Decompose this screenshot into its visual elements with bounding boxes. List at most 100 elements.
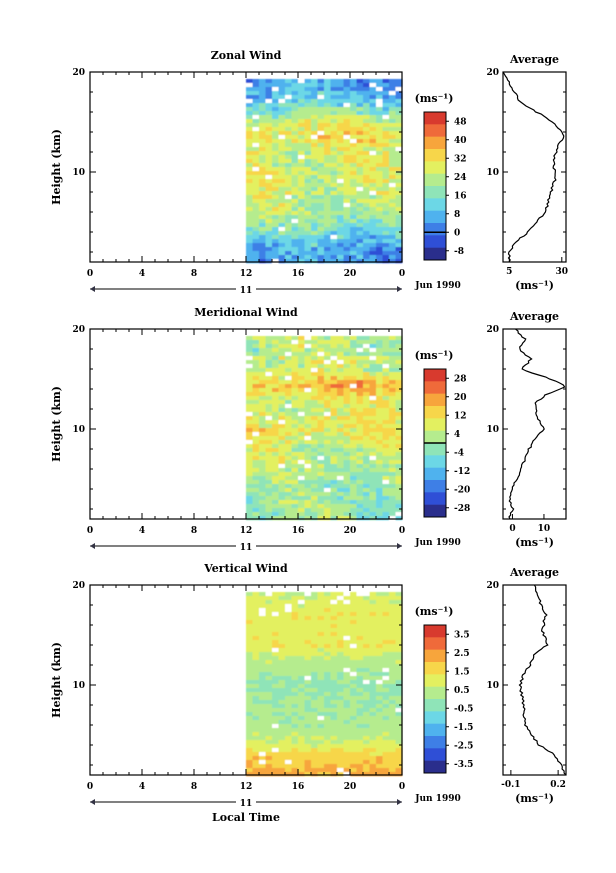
- heatmap-cell: [389, 195, 396, 200]
- heatmap-cell: [259, 504, 266, 509]
- heatmap-cell: [298, 392, 305, 397]
- heatmap-cell: [311, 364, 318, 369]
- heatmap-cell: [337, 424, 344, 429]
- heatmap-cell: [363, 656, 370, 661]
- heatmap-cell: [395, 239, 403, 244]
- heatmap-cell: [304, 147, 312, 152]
- heatmap-cell: [298, 155, 305, 160]
- heatmap-cell: [259, 396, 266, 401]
- heatmap-cell: [369, 416, 377, 421]
- heatmap-cell: [382, 604, 390, 609]
- heatmap-cell: [330, 235, 338, 240]
- heatmap-cell: [363, 644, 370, 649]
- heatmap-cell: [376, 231, 383, 236]
- heatmap-cell: [304, 616, 312, 621]
- heatmap-cell: [363, 360, 370, 365]
- heatmap-cell: [278, 424, 286, 429]
- heatmap-cell: [376, 608, 383, 613]
- heatmap-cell: [278, 624, 286, 629]
- heatmap-cell: [343, 139, 351, 144]
- heatmap-cell: [356, 167, 364, 172]
- heatmap-cell: [311, 400, 318, 405]
- heatmap-cell: [376, 760, 383, 765]
- heatmap-cell: [252, 380, 260, 385]
- heatmap-cell: [317, 636, 325, 641]
- heatmap-cell: [259, 147, 266, 152]
- heatmap-cell: [304, 748, 312, 753]
- heatmap-cell: [395, 744, 403, 749]
- heatmap-cell: [259, 736, 266, 741]
- heatmap-cell: [395, 768, 403, 773]
- heatmap-cell: [285, 472, 292, 477]
- heatmap-cell: [304, 187, 312, 192]
- heatmap-cell: [343, 652, 351, 657]
- heatmap-cell: [298, 219, 305, 224]
- heatmap-cell: [382, 640, 390, 645]
- day-label-bg: [236, 540, 256, 552]
- heatmap-cell: [291, 123, 299, 128]
- heatmap-cell: [337, 199, 344, 204]
- heatmap-cell: [246, 468, 253, 473]
- heatmap-cell: [298, 91, 305, 96]
- heatmap-cell: [356, 143, 364, 148]
- heatmap-cell: [363, 251, 370, 256]
- heatmap-cell: [350, 179, 357, 184]
- heatmap-cell: [389, 404, 396, 409]
- heatmap-cell: [265, 636, 273, 641]
- colorbar-swatch: [424, 369, 446, 382]
- heatmap-cell: [395, 243, 403, 248]
- heatmap-cell: [369, 768, 377, 773]
- heatmap-cell: [395, 612, 403, 617]
- heatmap-cell: [304, 704, 312, 709]
- heatmap-cell: [265, 388, 273, 393]
- heatmap-cell: [304, 752, 312, 757]
- heatmap-cell: [259, 227, 266, 232]
- heatmap-cell: [389, 680, 396, 685]
- heatmap-cell: [395, 456, 403, 461]
- heatmap-cell: [265, 632, 273, 637]
- heatmap-cell: [246, 107, 253, 112]
- heatmap-cell: [369, 456, 377, 461]
- heatmap-cell: [317, 143, 325, 148]
- heatmap-cell: [369, 512, 377, 517]
- heatmap-cell: [317, 616, 325, 621]
- heatmap-cell: [343, 79, 351, 84]
- heatmap-cell: [363, 183, 370, 188]
- heatmap-cell: [376, 728, 383, 733]
- heatmap-cell: [291, 724, 299, 729]
- heatmap-cell: [259, 199, 266, 204]
- heatmap-cell: [252, 612, 260, 617]
- heatmap-cell: [291, 708, 299, 713]
- heatmap-cell: [285, 416, 292, 421]
- heatmap-cell: [272, 199, 279, 204]
- heatmap-cell: [350, 464, 357, 469]
- heatmap-cell: [350, 131, 357, 136]
- heatmap-cell: [324, 352, 331, 357]
- heatmap-cell: [265, 79, 273, 84]
- heatmap-cell: [246, 464, 253, 469]
- heatmap-cell: [298, 692, 305, 697]
- heatmap-cell: [291, 664, 299, 669]
- heatmap-cell: [317, 155, 325, 160]
- heatmap-cell: [265, 612, 273, 617]
- heatmap-cell: [265, 448, 273, 453]
- heatmap-cell: [376, 123, 383, 128]
- heatmap-cell: [252, 752, 260, 757]
- heatmap-cell: [395, 596, 403, 601]
- heatmap-cell: [337, 692, 344, 697]
- heatmap-cell: [324, 624, 331, 629]
- heatmap-cell: [304, 632, 312, 637]
- heatmap-cell: [317, 496, 325, 501]
- heatmap-cell: [272, 600, 279, 605]
- heatmap-cell: [304, 336, 312, 341]
- heatmap-cell: [311, 720, 318, 725]
- heatmap-cell: [291, 223, 299, 228]
- heatmap-cell: [369, 372, 377, 377]
- heatmap-cell: [304, 207, 312, 212]
- heatmap-cell: [278, 83, 286, 88]
- heatmap-cell: [324, 384, 331, 389]
- heatmap-cell: [291, 231, 299, 236]
- average-y-tick-label: 20: [486, 325, 499, 335]
- heatmap-cell: [363, 195, 370, 200]
- heatmap-cell: [278, 744, 286, 749]
